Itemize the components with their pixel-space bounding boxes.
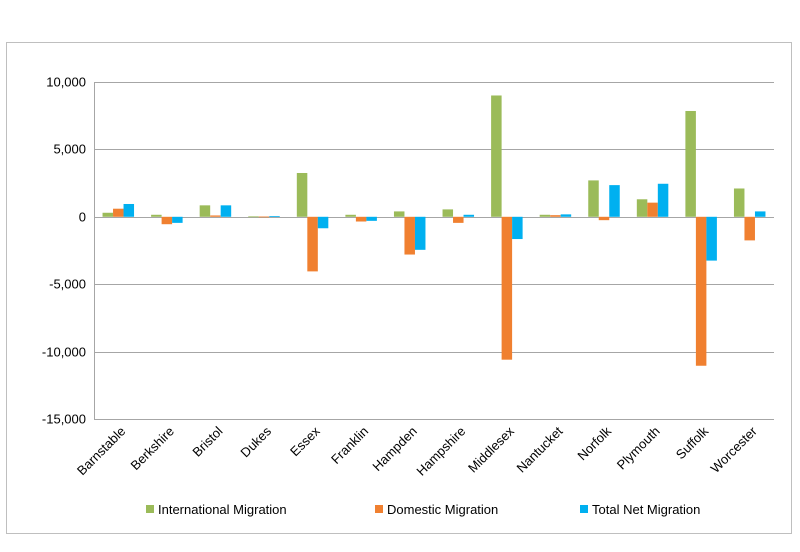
bar-total-net-migration-barnstable (123, 203, 135, 217)
bar-domestic-migration-nantucket (550, 215, 561, 217)
bar-total-net-migration-suffolk (706, 216, 717, 261)
x-tick-label: Suffolk (673, 423, 712, 462)
x-tick-label: Berkshire (128, 424, 177, 473)
bar-total-net-migration-middlesex (512, 216, 523, 240)
bar-total-net-migration-essex (317, 216, 329, 229)
x-tick-label: Barnstable (74, 424, 129, 479)
x-tick-label: Plymouth (614, 424, 663, 473)
bar-total-net-migration-norfolk (609, 185, 620, 217)
chart-frame (6, 42, 792, 534)
bar-domestic-migration-barnstable (113, 208, 124, 217)
bar-total-net-migration-plymouth (657, 183, 669, 217)
legend-label: Domestic Migration (387, 502, 498, 517)
y-tick-label: 5,000 (53, 142, 86, 157)
bar-international-migration-bristol (199, 205, 211, 217)
bar-total-net-migration-dukes (269, 216, 280, 217)
bar-domestic-migration-bristol (210, 215, 221, 217)
x-tick-label: Hampshire (413, 424, 468, 479)
bar-international-migration-essex (296, 172, 308, 217)
legend-label: Total Net Migration (592, 502, 700, 517)
x-tick-label: Dukes (237, 423, 274, 460)
bar-international-migration-hampshire (442, 209, 454, 217)
y-tick-label: -5,000 (49, 277, 86, 292)
x-tick-label: Essex (287, 423, 323, 459)
bar-domestic-migration-middlesex (501, 216, 513, 360)
bar-domestic-migration-franklin (355, 216, 367, 222)
bar-domestic-migration-suffolk (695, 216, 707, 366)
bar-international-migration-norfolk (588, 180, 599, 217)
x-tick-label: Worcester (708, 423, 761, 476)
bar-domestic-migration-plymouth (647, 202, 658, 217)
x-tick-label: Franklin (328, 424, 371, 467)
bar-international-migration-dukes (248, 216, 259, 218)
bar-total-net-migration-hampden (414, 216, 426, 250)
bar-international-migration-nantucket (539, 214, 551, 217)
bar-domestic-migration-worcester (744, 216, 755, 241)
x-tick-label: Nantucket (514, 423, 566, 475)
y-tick-label: -15,000 (42, 412, 86, 427)
bars (102, 95, 766, 366)
legend-swatch (375, 505, 383, 513)
bar-domestic-migration-essex (307, 216, 318, 272)
x-tick-label: Bristol (189, 423, 225, 459)
bar-domestic-migration-norfolk (598, 216, 610, 221)
bar-domestic-migration-berkshire (161, 216, 173, 225)
x-axis: Barnstable Berkshire Bristol Dukes Essex Fran… (74, 423, 760, 479)
legend-swatch (580, 505, 588, 513)
bar-total-net-migration-berkshire (172, 216, 183, 223)
bar-total-net-migration-worcester (754, 211, 766, 217)
bar-international-migration-middlesex (491, 95, 502, 217)
bar-total-net-migration-franklin (366, 216, 377, 221)
bar-international-migration-suffolk (685, 110, 696, 217)
y-axis: 10,000 5,000 0 -5,000 -10,000 -15,000 (42, 75, 95, 427)
gridlines (94, 82, 774, 420)
bar-domestic-migration-hampden (404, 216, 415, 255)
x-tick-label: Hampden (369, 424, 419, 474)
y-tick-label: 0 (79, 210, 86, 225)
legend-swatch (146, 505, 154, 513)
x-tick-label: Middlesex (465, 423, 517, 475)
bar-international-migration-barnstable (102, 212, 114, 217)
bar-international-migration-franklin (345, 214, 356, 217)
bar-domestic-migration-dukes (258, 216, 270, 218)
y-tick-label: 10,000 (46, 75, 86, 90)
bar-total-net-migration-hampshire (463, 214, 475, 217)
legend-label: International Migration (158, 502, 287, 517)
bar-international-migration-worcester (733, 188, 745, 217)
bar-total-net-migration-nantucket (560, 214, 572, 217)
x-tick-label: Norfolk (574, 423, 614, 463)
bar-international-migration-hampden (393, 211, 405, 217)
bar-international-migration-plymouth (636, 199, 648, 217)
legend: International Migration Domestic Migratio… (146, 502, 700, 517)
bar-total-net-migration-bristol (220, 205, 232, 217)
y-tick-label: -10,000 (42, 345, 86, 360)
bar-international-migration-berkshire (151, 214, 162, 217)
bar-domestic-migration-hampshire (453, 216, 464, 223)
